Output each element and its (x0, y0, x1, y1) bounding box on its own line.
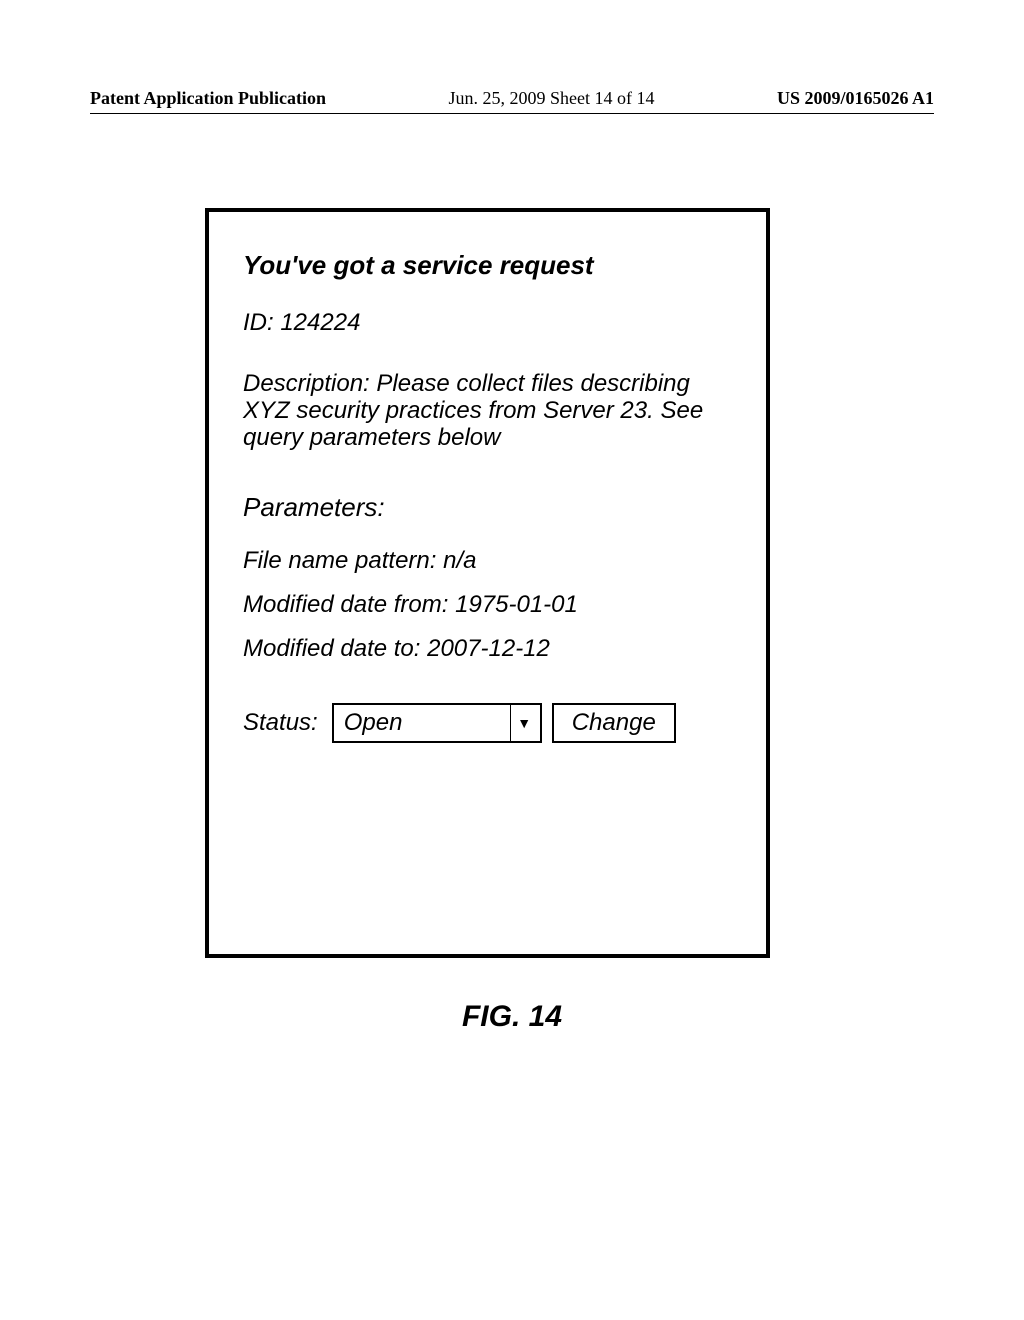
status-select[interactable]: Open ▼ (332, 703, 542, 743)
parameters-heading: Parameters: (243, 492, 732, 523)
service-request-panel: You've got a service request ID: 124224 … (205, 208, 770, 958)
param-modified-to: Modified date to: 2007-12-12 (243, 635, 732, 663)
header-publication: Patent Application Publication (90, 88, 326, 109)
change-button[interactable]: Change (552, 703, 676, 743)
param-modified-from: Modified date from: 1975-01-01 (243, 591, 732, 619)
figure-caption: FIG. 14 (0, 1000, 1024, 1034)
header-pub-number: US 2009/0165026 A1 (777, 88, 934, 109)
header-date-sheet: Jun. 25, 2009 Sheet 14 of 14 (449, 88, 655, 109)
status-selected-value: Open (344, 709, 403, 737)
param-file-pattern: File name pattern: n/a (243, 547, 732, 575)
status-label: Status: (243, 709, 322, 737)
patent-header: Patent Application Publication Jun. 25, … (90, 88, 934, 114)
chevron-down-icon: ▼ (510, 705, 532, 741)
request-description: Description: Please collect files descri… (243, 371, 732, 452)
panel-title: You've got a service request (243, 250, 732, 281)
request-id: ID: 124224 (243, 309, 732, 337)
change-button-label: Change (572, 709, 656, 737)
status-row: Status: Open ▼ Change (243, 703, 732, 743)
